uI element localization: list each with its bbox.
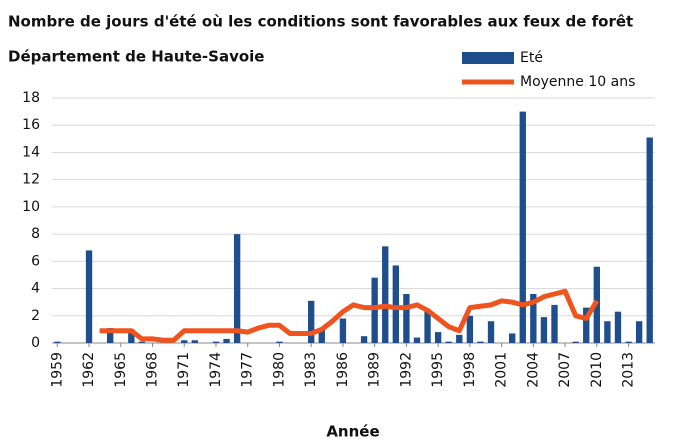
- bar: [466, 315, 474, 343]
- x-tick-label: 1977: [240, 352, 256, 388]
- bar: [551, 304, 558, 343]
- x-tick-label: 1992: [398, 352, 414, 388]
- legend-label: Moyenne 10 ans: [520, 74, 635, 90]
- bar: [339, 318, 347, 343]
- legend-swatch: [462, 52, 514, 64]
- bar: [604, 321, 611, 343]
- x-tick-label: 1959: [49, 352, 65, 388]
- bar: [233, 234, 241, 343]
- bar: [403, 294, 410, 343]
- bar: [212, 341, 220, 343]
- bar: [382, 246, 389, 343]
- bar: [530, 294, 537, 343]
- bar: [371, 277, 378, 343]
- bar: [456, 334, 463, 343]
- x-tick-label: 2007: [557, 352, 573, 388]
- x-tick-label: 1989: [367, 352, 383, 388]
- bar: [540, 317, 548, 343]
- bar: [413, 337, 421, 343]
- x-tick-label: 1968: [145, 352, 161, 388]
- x-tick-label: 2004: [525, 352, 541, 388]
- chart-subtitle: Département de Haute-Savoie: [8, 48, 264, 66]
- x-tick-label: 1986: [335, 352, 351, 388]
- bar: [646, 137, 653, 343]
- x-tick-label: 1983: [303, 352, 319, 388]
- y-tick-label: 8: [31, 226, 40, 242]
- bar: [614, 311, 622, 343]
- y-tick-label: 10: [22, 199, 40, 215]
- bar: [477, 341, 484, 343]
- y-tick-label: 14: [22, 144, 40, 160]
- x-tick-label: 1980: [271, 352, 287, 388]
- bar: [181, 340, 188, 343]
- bar: [424, 310, 431, 343]
- x-tick-label: 1962: [81, 352, 97, 388]
- y-tick-label: 18: [22, 90, 40, 106]
- bar: [318, 329, 325, 343]
- x-tick-label: 1974: [208, 352, 224, 388]
- bar: [434, 332, 442, 343]
- bar: [572, 341, 579, 343]
- x-tick-label: 1998: [462, 352, 478, 388]
- x-tick-label: 2001: [494, 352, 510, 388]
- y-tick-label: 0: [31, 335, 40, 351]
- bar: [54, 341, 61, 343]
- bar: [360, 336, 368, 343]
- bar: [445, 341, 452, 343]
- bar: [392, 265, 399, 343]
- bar: [128, 329, 135, 343]
- legend-label: Eté: [520, 50, 543, 66]
- bar: [223, 338, 230, 343]
- x-tick-label: 2013: [621, 352, 637, 388]
- bar: [308, 300, 315, 343]
- x-axis-label: Année: [326, 423, 379, 439]
- line: [99, 288, 599, 343]
- y-tick-label: 2: [31, 308, 40, 324]
- bar: [625, 341, 632, 343]
- x-tick-label: 1971: [176, 352, 192, 388]
- y-tick-label: 6: [31, 253, 40, 269]
- x-tick-label: 2010: [589, 352, 605, 388]
- bar: [487, 321, 495, 343]
- bar: [191, 340, 198, 343]
- x-tick-label: 1965: [113, 352, 129, 388]
- bar: [85, 250, 93, 343]
- bar: [635, 321, 643, 343]
- x-tick-label: 1995: [430, 352, 446, 388]
- bar: [276, 341, 283, 343]
- chart-title: Nombre de jours d'été où les conditions …: [8, 13, 633, 31]
- bar: [583, 307, 590, 343]
- bar: [138, 341, 146, 343]
- bar: [107, 328, 114, 343]
- bar: [509, 333, 516, 343]
- bar: [519, 111, 526, 343]
- y-tick-label: 16: [22, 117, 40, 133]
- y-tick-label: 12: [22, 172, 40, 188]
- y-tick-label: 4: [31, 281, 40, 297]
